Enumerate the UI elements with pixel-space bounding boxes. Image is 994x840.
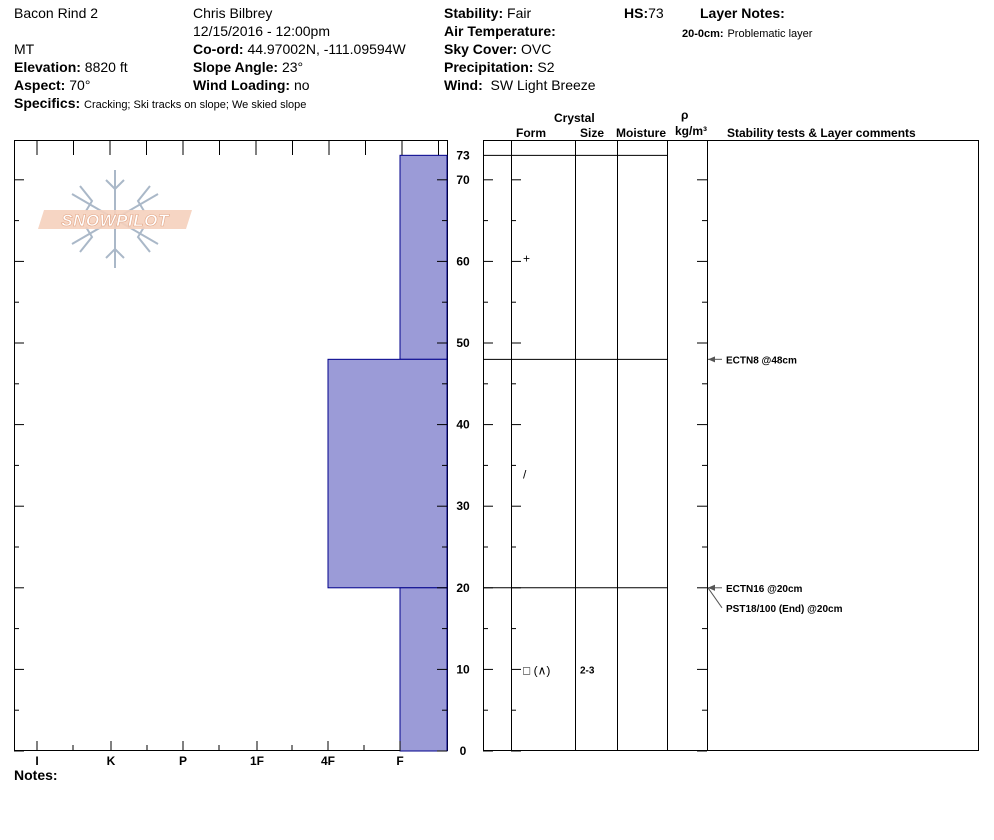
y-tick-label: 10 [456,662,470,676]
layer-notes-label: Layer Notes: [700,5,785,21]
coord-value: 44.97002N, -111.09594W [247,41,406,57]
rho-header: ρ [681,108,689,122]
crystal-size-3: 2-3 [580,665,595,676]
wind-loading-value: no [293,77,310,93]
x-tick-label: 4F [321,754,335,768]
layer-note: 20-0cm: Problematic layer [682,24,812,42]
layer-note-text: Problematic layer [727,28,813,40]
elevation: Elevation: 8820 ft [14,59,128,75]
stability-tests: ECTN8 @48cm ECTN16 @20cm PST18/100 (End) @… [707,355,843,615]
y-tick-label: 30 [456,499,470,513]
x-tick-label: I [35,754,38,768]
hardness-bar-2 [327,358,448,589]
y-tick-label: 50 [456,336,470,350]
specifics-value: Cracking; Ski tracks on slope; We skied … [84,99,307,111]
stability-label: Stability: [444,5,504,21]
sky-cover-label: Sky Cover: [444,41,518,57]
form-header: Form [516,126,546,140]
datetime: 12/15/2016 - 12:00pm [193,23,330,39]
comments-header: Stability tests & Layer comments [727,126,916,140]
aspect-value: 70° [69,77,91,93]
hardness-bar-1 [399,154,448,360]
y-tick-label: 40 [456,418,470,432]
coordinates: Co-ord: 44.97002N, -111.09594W [193,41,406,57]
precipitation: Precipitation: S2 [444,59,554,75]
arrow-icon [708,356,715,363]
coord-label: Co-ord: [193,41,244,57]
precip-value: S2 [537,59,555,75]
layer-table [483,140,979,751]
crystal-form-3: □ (∧) [523,663,550,677]
wind-label: Wind: [444,77,483,93]
y-tick-label: 20 [456,581,470,595]
stability-test-3: PST18/100 (End) @20cm [726,604,843,615]
layer-rows: + / □ (∧) 2-3 [483,154,667,677]
elevation-label: Elevation: [14,59,81,75]
density-unit-header: kg/m³ [675,124,708,138]
y-tick-label: 60 [456,254,470,268]
state: MT [14,41,35,57]
wind-value: SW Light Breeze [490,77,596,93]
location-name: Bacon Rind 2 [14,5,99,21]
sky-cover-value: OVC [521,41,552,57]
stability-test-1: ECTN8 @48cm [726,355,797,366]
hs-label: HS: [624,5,649,21]
moisture-header: Moisture [616,126,667,140]
x-tick-label: F [396,754,403,768]
test-pointer [707,587,723,609]
arrow-icon [708,584,715,591]
crystal-header: Crystal [554,111,595,125]
specifics: Specifics: Cracking; Ski tracks on slope… [14,95,306,113]
stability-value: Fair [507,5,532,21]
logo-text: SNOWPILOT [61,211,170,230]
x-tick-label: K [107,754,116,768]
specifics-label: Specifics: [14,95,81,111]
y-tick-label: 70 [456,173,470,187]
size-header: Size [580,126,605,140]
wind: Wind: SW Light Breeze [444,77,596,93]
slope-label: Slope Angle: [193,59,279,75]
precip-label: Precipitation: [444,59,534,75]
stability: Stability: Fair [444,5,531,21]
notes-label: Notes: [14,767,58,783]
crystal-form-1: + [523,251,530,265]
x-tick-label: 1F [250,754,264,768]
crystal-form-2: / [523,468,527,482]
y-tick-label: 0 [460,744,467,758]
wind-loading-label: Wind Loading: [193,77,291,93]
aspect-label: Aspect: [14,77,66,93]
observer: Chris Bilbrey [193,5,273,21]
layer-note-range: 20-0cm: [682,28,724,40]
air-temperature: Air Temperature: [444,23,556,39]
slope-angle: Slope Angle: 23° [193,59,303,75]
hs: HS:73 [624,5,664,21]
snowpilot-logo: SNOWPILOT [38,170,192,268]
wind-loading: Wind Loading: no [193,77,310,93]
aspect: Aspect: 70° [14,77,90,93]
air-temp-label: Air Temperature: [444,23,556,39]
hs-tick-label: 73 [456,148,470,162]
slope-value: 23° [281,59,304,75]
stability-test-2: ECTN16 @20cm [726,584,803,595]
hs-value: 73 [648,5,664,21]
x-tick-label: P [179,754,187,768]
sky-cover: Sky Cover: OVC [444,41,551,57]
elevation-value: 8820 ft [84,59,128,75]
hardness-bars [327,154,448,752]
